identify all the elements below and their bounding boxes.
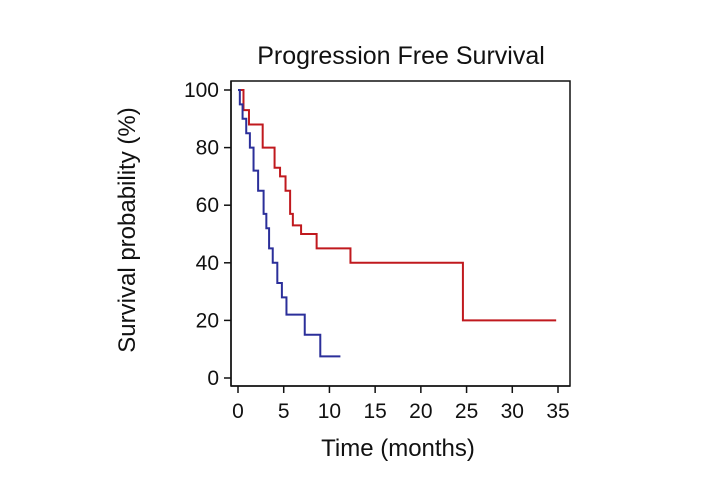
y-tick-label: 20 bbox=[196, 309, 219, 332]
y-axis-label: Survival probability (%) bbox=[114, 107, 141, 352]
chart-title: Progression Free Survival bbox=[257, 42, 545, 70]
x-tick-label: 15 bbox=[363, 400, 386, 423]
series-layer bbox=[238, 89, 557, 358]
x-tick-label: 5 bbox=[278, 400, 290, 423]
plot-frame bbox=[230, 80, 571, 387]
x-tick-label: 25 bbox=[455, 400, 478, 423]
x-axis-label: Time (months) bbox=[321, 435, 475, 462]
x-tick-label: 20 bbox=[409, 400, 432, 423]
y-axis-ticks: 0 20 40 60 80 100 bbox=[184, 79, 231, 390]
survival-curve-2 bbox=[238, 89, 341, 358]
y-tick-label: 100 bbox=[184, 79, 219, 102]
survival-curve-1 bbox=[238, 89, 557, 322]
x-axis-ticks: 0 5 10 15 20 25 30 35 bbox=[232, 386, 570, 423]
y-tick-label: 80 bbox=[196, 137, 219, 160]
x-tick-label: 10 bbox=[318, 400, 341, 423]
x-tick-label: 30 bbox=[501, 400, 524, 423]
y-tick-label: 60 bbox=[196, 194, 219, 217]
x-tick-label: 0 bbox=[232, 400, 244, 423]
y-tick-label: 0 bbox=[207, 367, 219, 390]
x-tick-label: 35 bbox=[546, 400, 569, 423]
y-tick-label: 40 bbox=[196, 252, 219, 275]
